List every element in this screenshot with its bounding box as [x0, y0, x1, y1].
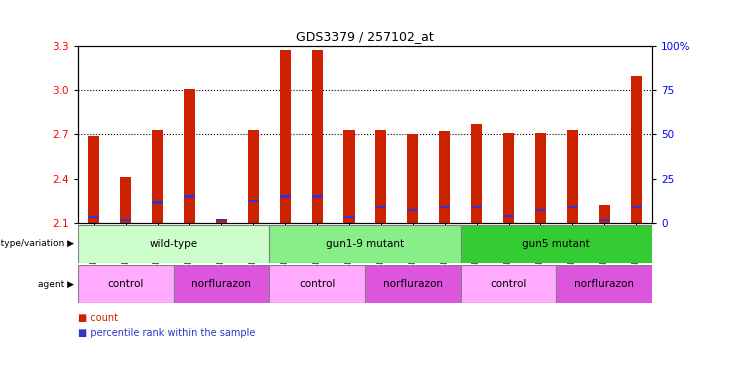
Bar	[343, 130, 355, 223]
Bar	[173, 265, 269, 303]
Bar	[269, 265, 365, 303]
Text: control: control	[107, 279, 144, 289]
Bar	[375, 206, 387, 208]
Bar	[375, 130, 387, 223]
Text: norflurazon: norflurazon	[191, 279, 251, 289]
Text: genotype/variation ▶: genotype/variation ▶	[0, 239, 74, 248]
Bar	[279, 195, 290, 198]
Bar	[471, 206, 482, 208]
Text: control: control	[299, 279, 335, 289]
Text: gun1-9 mutant: gun1-9 mutant	[326, 239, 404, 249]
Bar	[120, 177, 131, 223]
Bar	[279, 50, 290, 223]
Bar	[343, 216, 355, 218]
Bar	[503, 133, 514, 223]
Text: control: control	[491, 279, 527, 289]
Bar	[152, 201, 163, 204]
Bar	[78, 225, 269, 263]
Text: norflurazon: norflurazon	[383, 279, 443, 289]
Bar	[535, 209, 546, 211]
Bar	[184, 195, 195, 198]
Text: norflurazon: norflurazon	[574, 279, 634, 289]
Bar	[247, 130, 259, 223]
Bar	[631, 206, 642, 208]
Bar	[88, 216, 99, 218]
Text: wild-type: wild-type	[150, 239, 198, 249]
Bar	[408, 134, 419, 223]
Bar	[599, 205, 610, 223]
Text: agent ▶: agent ▶	[38, 280, 74, 289]
Bar	[365, 265, 461, 303]
Bar	[556, 265, 652, 303]
Text: gun5 mutant: gun5 mutant	[522, 239, 591, 249]
Title: GDS3379 / 257102_at: GDS3379 / 257102_at	[296, 30, 433, 43]
Bar	[78, 265, 173, 303]
Text: ■ count: ■ count	[78, 313, 118, 323]
Bar	[471, 124, 482, 223]
Bar	[461, 225, 652, 263]
Bar	[152, 130, 163, 223]
Bar	[311, 50, 322, 223]
Bar	[269, 225, 461, 263]
Bar	[599, 219, 610, 221]
Bar	[567, 206, 578, 208]
Bar	[535, 133, 546, 223]
Bar	[439, 206, 451, 208]
Bar	[408, 209, 419, 211]
Bar	[120, 219, 131, 221]
Bar	[567, 130, 578, 223]
Bar	[503, 215, 514, 217]
Bar	[631, 76, 642, 223]
Text: ■ percentile rank within the sample: ■ percentile rank within the sample	[78, 328, 255, 338]
Bar	[311, 195, 322, 198]
Bar	[216, 221, 227, 223]
Bar	[461, 265, 556, 303]
Bar	[439, 131, 451, 223]
Bar	[247, 200, 259, 202]
Bar	[184, 89, 195, 223]
Bar	[88, 136, 99, 223]
Bar	[216, 219, 227, 221]
